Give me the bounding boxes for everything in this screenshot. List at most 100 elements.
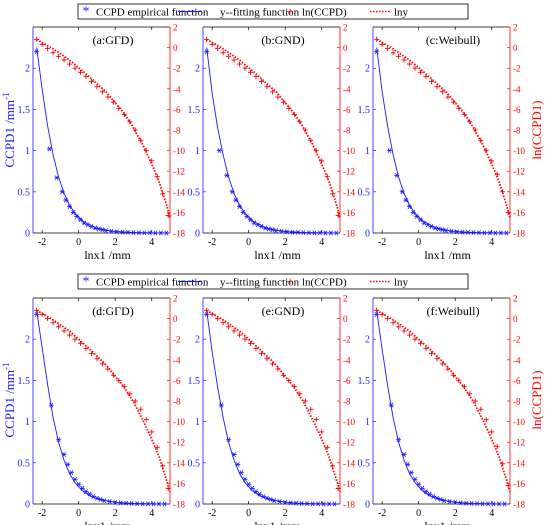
right-y-tick-label: -4 [343, 355, 351, 365]
right-y-tick-label: 2 [513, 23, 518, 33]
left-y-tick-label: 0 [195, 229, 200, 240]
left-y-tick-label: 1 [25, 417, 30, 428]
data-point-plus [242, 336, 248, 342]
x-tick-label: 4 [489, 508, 494, 519]
data-point-plus [154, 444, 160, 450]
right-y-tick-label: -18 [343, 229, 355, 239]
data-point-plus [483, 417, 489, 423]
left-y-tick-label: 1 [25, 146, 30, 157]
data-point-plus [149, 429, 155, 435]
x-tick-label: 2 [453, 508, 458, 519]
right-y-tick-label: -16 [173, 479, 185, 489]
series-line [206, 47, 341, 234]
data-point-plus [242, 65, 248, 71]
x-axis-label: lnx1 /mm [254, 519, 301, 525]
x-tick-label: 0 [246, 237, 251, 248]
right-y-tick-label: -2 [513, 335, 521, 345]
data-point-plus [67, 332, 73, 338]
data-point-plus [308, 406, 314, 412]
right-y-tick-label: -14 [513, 187, 525, 197]
x-tick-label: -2 [378, 508, 386, 519]
right-y-tick-label: -18 [173, 229, 185, 239]
data-point-asterisk [247, 217, 253, 223]
right-y-tick-label: -6 [173, 105, 181, 115]
legend-label: y--fitting function [220, 7, 300, 19]
panel-title: (d:GΓD) [92, 304, 134, 318]
right-y-tick-label: 2 [513, 294, 518, 304]
legend-label: CCPD empirical function [96, 7, 209, 19]
data-point-plus [264, 84, 270, 90]
data-point-plus [478, 406, 484, 412]
x-axis-label: lnx1 /mm [424, 519, 471, 525]
data-point-plus [143, 417, 149, 423]
right-y-tick-label: -2 [513, 64, 521, 74]
right-y-tick-label: 0 [343, 43, 348, 53]
x-tick-label: 2 [283, 508, 288, 519]
data-point-asterisk [67, 204, 73, 210]
legend: * CCPD empirical function y--fitting funct… [77, 274, 469, 290]
right-y-tick-label: -10 [343, 146, 355, 156]
series-line [376, 47, 511, 234]
data-point-plus [220, 320, 226, 326]
svg-text:*: * [83, 275, 90, 290]
data-point-plus [396, 53, 402, 59]
panel-title: (a:GΓD) [93, 33, 134, 47]
left-y-tick-label: 2 [25, 64, 30, 75]
left-y-tick-label: 1 [195, 417, 200, 428]
legend-label: ln(CCPD) [302, 7, 347, 19]
data-point-plus [407, 332, 413, 338]
left-axis-label: CCPD1 /mm-1 [1, 362, 17, 437]
left-y-tick-label: 0 [365, 229, 370, 240]
data-point-plus [450, 99, 456, 105]
right-y-tick-label: -8 [513, 397, 521, 407]
svg-text:+: + [286, 4, 293, 19]
x-tick-label: 2 [453, 237, 458, 248]
data-point-plus [302, 398, 308, 404]
legend-marker-asterisk: * [83, 275, 90, 290]
left-y-tick-label: 1.5 [358, 376, 371, 387]
x-tick-label: -2 [208, 508, 216, 519]
right-y-tick-label: -4 [173, 355, 181, 365]
series-asterisk [204, 312, 338, 507]
right-y-tick-label: -6 [343, 376, 351, 386]
series-line [206, 38, 341, 218]
left-y-tick-label: 0.5 [188, 187, 201, 198]
series-plus [204, 307, 341, 492]
left-y-tick-label: 2 [195, 64, 200, 75]
right-y-tick-label: 2 [173, 23, 178, 33]
left-y-tick-label: 0.5 [18, 458, 31, 469]
x-tick-label: 4 [489, 237, 494, 248]
series-line [376, 47, 511, 234]
x-tick-label: 4 [319, 237, 324, 248]
data-point-plus [231, 328, 237, 334]
right-y-tick-label: -16 [513, 208, 525, 218]
right-y-tick-label: -16 [513, 479, 525, 489]
right-y-tick-label: -4 [343, 84, 351, 94]
data-point-plus [215, 46, 221, 52]
right-axis-label: ln(CCPD1) [529, 370, 544, 429]
legend-label: CCPD empirical function [96, 277, 209, 289]
data-point-plus [45, 46, 51, 52]
panels: -2 0 2 4 lnx1 /mm 0 0.5 1 1.5 2 2 0 -2 -4 -6 -8 -10 -12 -1… [18, 23, 526, 525]
data-point-plus [390, 320, 396, 326]
left-y-tick-label: 1.5 [188, 105, 201, 116]
left-y-tick-label: 1 [365, 146, 370, 157]
data-point-plus [72, 336, 78, 342]
right-y-tick-label: -10 [513, 417, 525, 427]
series-line [206, 310, 341, 505]
x-tick-label: -2 [208, 237, 216, 248]
right-y-tick-label: -4 [173, 84, 181, 94]
left-y-tick-label: 2 [365, 335, 370, 346]
series-line [36, 47, 171, 234]
right-y-tick-label: -8 [513, 126, 521, 136]
right-y-tick-label: -6 [343, 105, 351, 115]
data-point-plus [269, 89, 275, 95]
right-y-tick-label: -12 [343, 438, 355, 448]
x-tick-label: 2 [113, 508, 118, 519]
series-dotted [376, 309, 511, 492]
x-tick-label: 4 [149, 508, 154, 519]
